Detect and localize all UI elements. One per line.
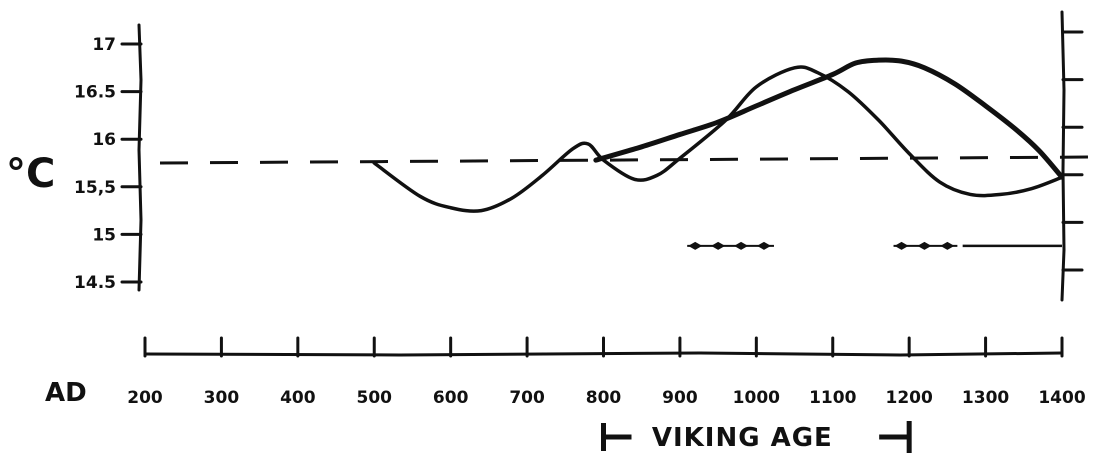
x-tick-label: 1300 bbox=[962, 388, 1009, 408]
bracket-label: VIKING AGE bbox=[652, 423, 833, 453]
marker-point bbox=[917, 241, 932, 250]
reference-dashed-line bbox=[159, 155, 1091, 165]
marker-point bbox=[894, 241, 909, 250]
x-tick-label: 200 bbox=[127, 388, 163, 408]
x-tick-label: 400 bbox=[280, 388, 316, 408]
series-layer bbox=[372, 57, 1065, 213]
y-ticks: 17 16.5 16 15,5 15 14.5 bbox=[74, 30, 1084, 293]
x-tick-label: 800 bbox=[586, 388, 622, 408]
y-axis-left bbox=[137, 23, 143, 292]
marker-point bbox=[940, 241, 955, 250]
viking-age-bracket: VIKING AGE bbox=[601, 421, 912, 453]
x-tick-label: 500 bbox=[357, 388, 393, 408]
reference-layer bbox=[159, 155, 1091, 165]
x-tick-label: 900 bbox=[662, 388, 698, 408]
marker-point bbox=[734, 241, 749, 250]
x-tick-label: 700 bbox=[509, 388, 545, 408]
x-tick-label: 1200 bbox=[886, 388, 933, 408]
marker-point bbox=[688, 241, 703, 250]
x-tick-label: 1000 bbox=[733, 388, 780, 408]
marker-point bbox=[711, 241, 726, 250]
y-tick-label: 14.5 bbox=[74, 273, 116, 293]
series-line-1 bbox=[372, 65, 1064, 213]
series-line-2 bbox=[593, 57, 1065, 180]
x-tick-label: 300 bbox=[204, 388, 240, 408]
y-axis-unit-label: °C bbox=[6, 151, 55, 197]
marker-point bbox=[756, 241, 771, 250]
x-axis-prefix-label: AD bbox=[45, 378, 87, 408]
x-tick-label: 1400 bbox=[1038, 388, 1085, 408]
x-tick-label: 1100 bbox=[809, 388, 856, 408]
y-tick-label: 17 bbox=[92, 35, 116, 55]
x-axis bbox=[143, 351, 1064, 357]
y-tick-label: 15,5 bbox=[74, 178, 116, 198]
x-tick-label: 600 bbox=[433, 388, 469, 408]
y-tick-label: 16 bbox=[92, 130, 116, 150]
x-ticks: 200 300 400 500 600 700 800 900 1000 1100 1200 1300… bbox=[127, 336, 1086, 408]
y-tick-label: 15 bbox=[92, 225, 116, 245]
marker-layer bbox=[687, 241, 1062, 250]
y-tick-label: 16.5 bbox=[74, 83, 116, 103]
y-axis-right bbox=[1060, 10, 1066, 302]
axes bbox=[137, 10, 1066, 357]
